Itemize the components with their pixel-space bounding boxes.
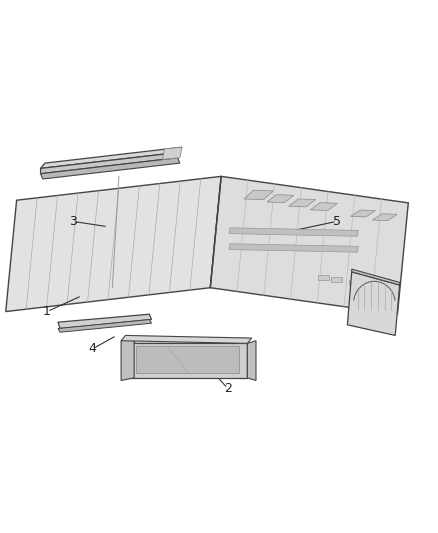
Polygon shape [244, 190, 273, 200]
Polygon shape [362, 282, 372, 288]
Polygon shape [41, 147, 182, 168]
Polygon shape [210, 176, 408, 314]
Polygon shape [351, 210, 375, 217]
Polygon shape [121, 335, 252, 343]
Polygon shape [134, 338, 247, 343]
Polygon shape [41, 152, 178, 174]
Polygon shape [136, 346, 239, 373]
Text: 3: 3 [69, 215, 77, 228]
Polygon shape [229, 244, 358, 252]
Polygon shape [58, 319, 152, 332]
Polygon shape [229, 228, 358, 236]
Polygon shape [347, 272, 399, 335]
Text: 6: 6 [370, 305, 378, 318]
Text: 5: 5 [332, 215, 340, 228]
Polygon shape [352, 269, 399, 285]
Polygon shape [41, 158, 180, 179]
Polygon shape [58, 314, 152, 328]
Polygon shape [267, 195, 294, 203]
Polygon shape [121, 338, 134, 381]
Text: 1: 1 [43, 305, 51, 318]
Polygon shape [6, 176, 221, 312]
Polygon shape [311, 203, 337, 211]
Polygon shape [247, 341, 256, 381]
Polygon shape [289, 199, 316, 207]
Polygon shape [127, 343, 247, 378]
Polygon shape [372, 214, 397, 221]
Polygon shape [375, 285, 385, 290]
Text: 4: 4 [89, 342, 97, 355]
Polygon shape [331, 277, 342, 282]
Text: 2: 2 [224, 382, 232, 395]
Polygon shape [162, 147, 182, 159]
Polygon shape [388, 289, 398, 295]
Polygon shape [349, 280, 359, 285]
Polygon shape [318, 274, 328, 280]
